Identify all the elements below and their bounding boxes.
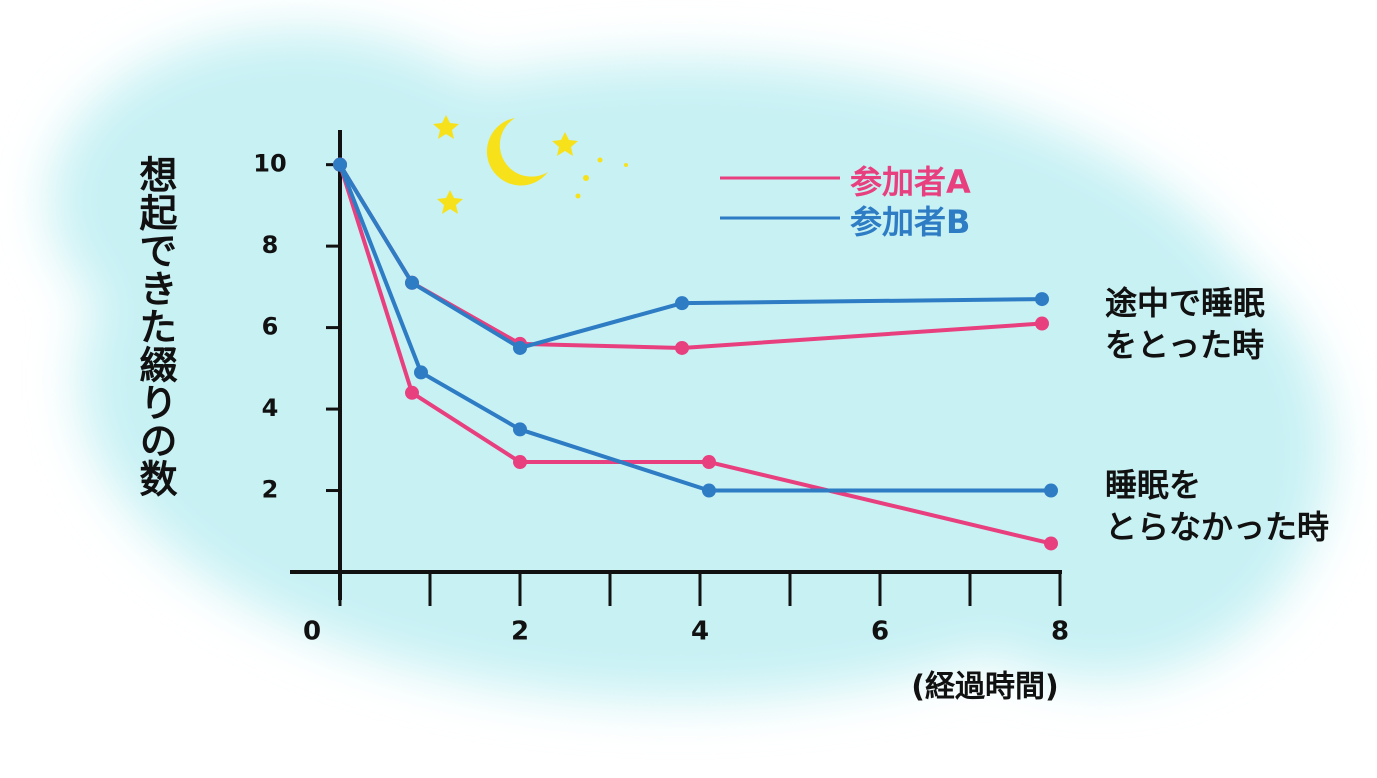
- data-point: [1035, 316, 1049, 331]
- group-label: 途中で睡眠: [1105, 284, 1265, 322]
- x-axis-label: (経過時間): [911, 670, 1058, 705]
- data-point: [513, 422, 527, 437]
- y-tick-label: 10: [253, 150, 286, 178]
- x-tick-label: 2: [511, 617, 529, 647]
- data-point: [513, 455, 527, 470]
- data-point: [1035, 292, 1049, 307]
- y-tick-label: 4: [262, 394, 279, 422]
- group-label: とらなかった時: [1105, 508, 1329, 546]
- group-label: をとった時: [1105, 326, 1264, 364]
- data-point: [333, 157, 347, 172]
- y-axis-label: 想起できた綴りの数: [133, 155, 177, 497]
- data-point: [1044, 483, 1058, 498]
- y-tick-label: 6: [262, 313, 279, 341]
- data-point: [414, 365, 428, 380]
- group-label: 睡眠を: [1105, 466, 1201, 504]
- data-point: [513, 340, 527, 355]
- data-point: [1044, 536, 1058, 551]
- background: [50, 30, 1330, 700]
- y-tick-label: 2: [262, 476, 279, 504]
- moon-and-stars: [433, 115, 628, 214]
- legend-label: 参加者B: [850, 203, 970, 241]
- x-tick-label: 4: [691, 617, 709, 647]
- y-tick-label: 8: [262, 231, 279, 259]
- data-point: [702, 455, 716, 470]
- x-tick-label: 0: [303, 617, 321, 647]
- data-point: [675, 296, 689, 311]
- data-point: [675, 340, 689, 355]
- data-point: [405, 275, 419, 290]
- data-point: [702, 483, 716, 498]
- data-point: [405, 385, 419, 400]
- x-tick-label: 8: [1051, 617, 1069, 647]
- legend-label: 参加者A: [850, 163, 971, 201]
- x-tick-label: 6: [871, 617, 889, 647]
